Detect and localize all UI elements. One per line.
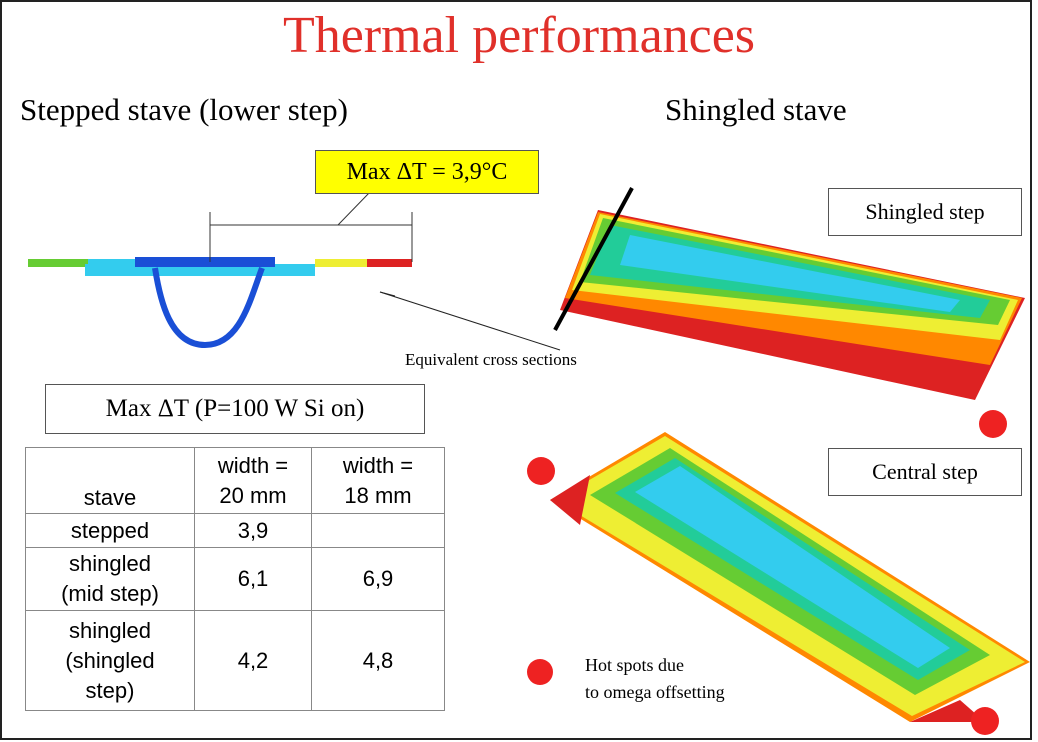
- central-step-label: Central step: [828, 448, 1022, 496]
- cell: 4,8: [312, 611, 445, 711]
- cross-section-label: Equivalent cross sections: [405, 350, 577, 370]
- shingled-step-label: Shingled step: [828, 188, 1022, 236]
- table-caption: Max ΔT (P=100 W Si on): [45, 384, 425, 434]
- header-cell: stave: [26, 448, 195, 514]
- table-row: shingled (shingled step) 4,2 4,8: [26, 611, 445, 711]
- cell: 6,9: [312, 548, 445, 611]
- right-heading: Shingled stave: [665, 92, 847, 128]
- cell: shingled (mid step): [26, 548, 195, 611]
- title: Thermal performances: [0, 6, 1038, 65]
- table-header: stave width = 20 mm width = 18 mm: [26, 448, 445, 514]
- cell: shingled (shingled step): [26, 611, 195, 711]
- results-table: stave width = 20 mm width = 18 mm steppe…: [25, 447, 445, 711]
- callout: Max ΔT = 3,9°C: [315, 150, 539, 194]
- left-heading: Stepped stave (lower step): [20, 92, 348, 128]
- stepped-section: [28, 192, 412, 345]
- cell: 4,2: [195, 611, 312, 711]
- slide: Thermal performances Stepped stave (lowe…: [0, 0, 1038, 742]
- cell: 6,1: [195, 548, 312, 611]
- legend: Hot spots due to omega offsetting: [585, 652, 725, 706]
- cell: [312, 514, 445, 548]
- table-row: shingled (mid step) 6,1 6,9: [26, 548, 445, 611]
- cell: 3,9: [195, 514, 312, 548]
- header-cell: width = 20 mm: [195, 448, 312, 514]
- header-cell: width = 18 mm: [312, 448, 445, 514]
- cell: stepped: [26, 514, 195, 548]
- table-row: stepped 3,9: [26, 514, 445, 548]
